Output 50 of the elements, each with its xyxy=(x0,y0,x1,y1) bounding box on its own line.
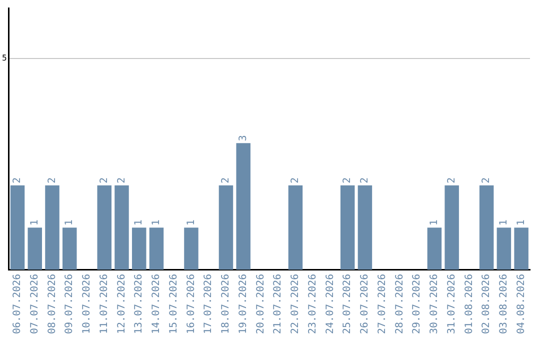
x-tick-label: 23.07.2026 xyxy=(307,274,318,334)
data-label: 1 xyxy=(134,220,145,226)
data-label: 3 xyxy=(238,135,249,142)
x-tick-label: 17.07.2026 xyxy=(203,274,214,334)
data-label: 2 xyxy=(98,177,110,184)
x-tick-label: 24.07.2026 xyxy=(324,274,336,334)
x-tick-label: 19.07.2026 xyxy=(238,274,249,334)
data-label: 1 xyxy=(151,220,162,226)
x-tick-label: 02.08.2026 xyxy=(481,274,492,334)
x-tick-label: 27.07.2026 xyxy=(376,274,388,334)
x-tick-label: 06.07.2026 xyxy=(12,274,24,334)
y-tick-label: 5 xyxy=(2,54,7,63)
x-tick-label: 18.07.2026 xyxy=(220,274,232,334)
x-tick-label: 09.07.2026 xyxy=(64,274,76,334)
data-label: 2 xyxy=(116,177,128,184)
x-tick-label: 11.07.2026 xyxy=(98,274,110,334)
x-tick-label: 15.07.2026 xyxy=(168,274,180,334)
x-tick-label: 21.07.2026 xyxy=(272,274,284,334)
data-label: 1 xyxy=(29,220,40,226)
data-label: 2 xyxy=(46,177,58,184)
x-tick-label: 20.07.2026 xyxy=(255,274,266,334)
x-tick-label: 31.07.2026 xyxy=(446,274,458,334)
x-tick-label: 13.07.2026 xyxy=(134,274,145,334)
x-tick-label: 29.07.2026 xyxy=(412,274,423,334)
x-tick-label: 12.07.2026 xyxy=(116,274,128,334)
data-label: 2 xyxy=(481,177,492,184)
data-label: 1 xyxy=(186,220,197,226)
data-label: 1 xyxy=(498,220,510,226)
x-tick-label: 22.07.2026 xyxy=(290,274,302,334)
data-label: 1 xyxy=(429,220,440,226)
x-tick-label: 25.07.2026 xyxy=(342,274,354,334)
x-tick-label: 14.07.2026 xyxy=(151,274,162,334)
x-tick-label: 03.08.2026 xyxy=(498,274,510,334)
data-label: 2 xyxy=(446,177,458,184)
x-tick-label: 10.07.2026 xyxy=(82,274,93,334)
x-tick-label: 28.07.2026 xyxy=(394,274,406,334)
x-tick-label: 07.07.2026 xyxy=(29,274,40,334)
x-tick-label: 08.07.2026 xyxy=(46,274,58,334)
x-tick-label: 26.07.2026 xyxy=(360,274,371,334)
x-tick-label: 04.08.2026 xyxy=(516,274,527,334)
data-label: 1 xyxy=(516,220,527,226)
data-label: 2 xyxy=(342,177,354,184)
x-tick-label: 16.07.2026 xyxy=(186,274,197,334)
data-label: 2 xyxy=(290,177,302,184)
data-label: 2 xyxy=(12,177,24,184)
x-tick-label: 30.07.2026 xyxy=(429,274,440,334)
data-label: 2 xyxy=(360,177,371,184)
x-tick-label: 01.08.2026 xyxy=(464,274,475,334)
data-label: 2 xyxy=(220,177,232,184)
data-label: 1 xyxy=(64,220,76,226)
